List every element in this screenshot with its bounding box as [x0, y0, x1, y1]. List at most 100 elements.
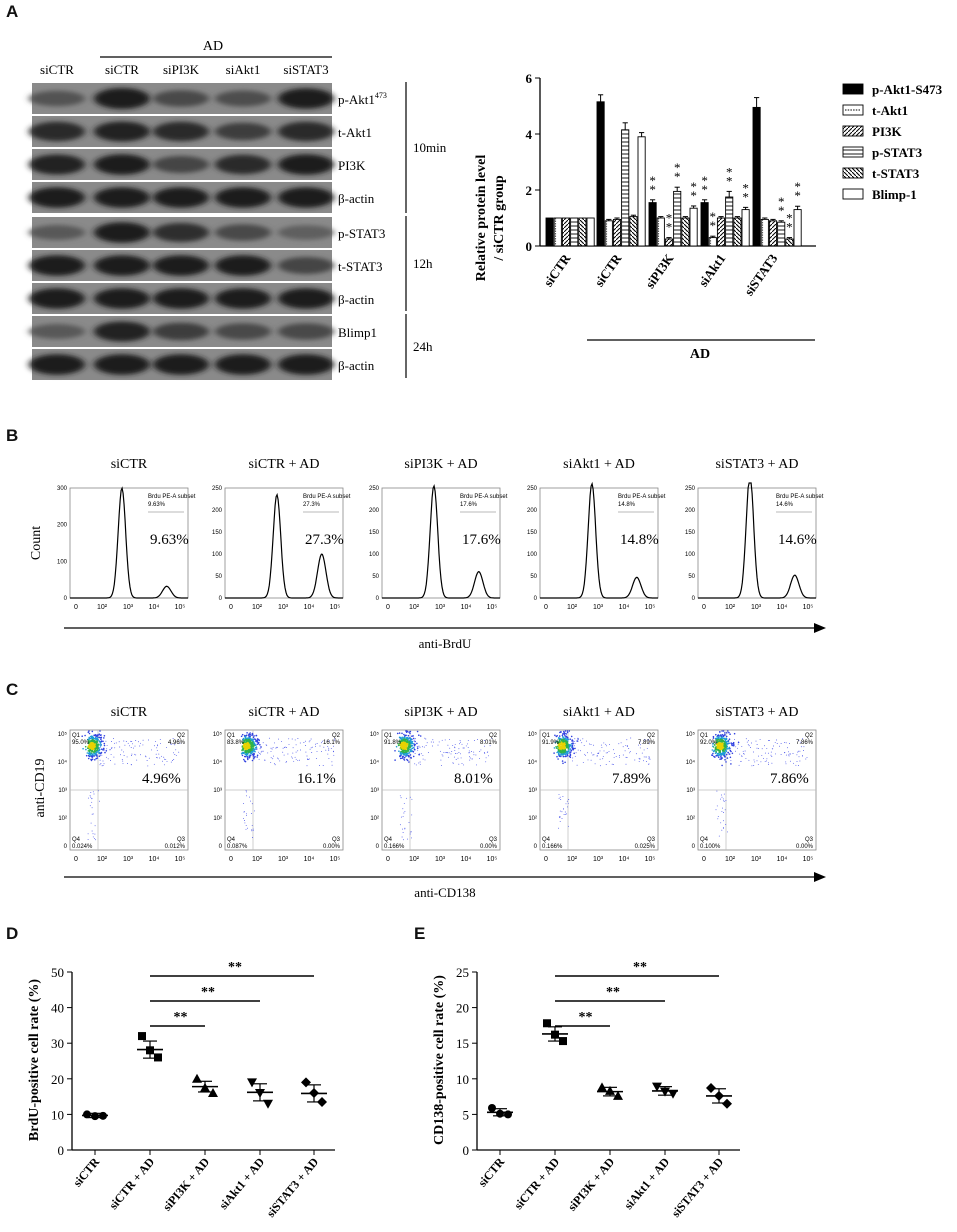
- brdu-arrow-head: [814, 623, 826, 633]
- bar-sig: *: [786, 220, 793, 235]
- cd138-panel: siPI3K + ADQ191.8%Q28.01%Q30.00%Q40.166%…: [370, 705, 501, 863]
- cd138-dot: [407, 739, 410, 741]
- cd138-dot: [468, 752, 470, 754]
- cd138-dot: [395, 745, 398, 748]
- cd138-dot: [626, 757, 628, 758]
- cd138-dot: [473, 751, 475, 753]
- cd138-dot: [111, 748, 113, 749]
- legend-swatch: [842, 125, 864, 137]
- quadrant-pct: 0.100%: [700, 844, 721, 850]
- brdu-x-tick: 10⁵: [175, 604, 186, 611]
- scatter-y-tick-label: 50: [51, 965, 64, 980]
- cd138-dot: [445, 752, 447, 754]
- cd138-y-tick: 10⁴: [686, 759, 696, 766]
- cd138-dot: [103, 763, 105, 765]
- cd138-dot: [404, 827, 406, 829]
- cd138-dot: [142, 739, 144, 741]
- panel-letter-c: C: [6, 680, 19, 699]
- lane-label: siCTR: [40, 62, 74, 77]
- cd138-dot: [399, 736, 402, 739]
- quadrant-name: Q1: [384, 733, 393, 739]
- cd138-dot: [319, 745, 321, 747]
- quadrant-pct: 0.00%: [796, 844, 814, 850]
- cd138-dot: [424, 737, 426, 739]
- cd138-dot: [106, 748, 108, 750]
- cd138-dot: [247, 742, 250, 745]
- cd138-dot: [460, 753, 461, 755]
- cd138-dot: [258, 751, 260, 753]
- cd138-dot: [409, 741, 412, 743]
- cd138-dot: [245, 828, 247, 830]
- cd138-dot: [401, 757, 403, 760]
- cd138-dot: [275, 747, 277, 749]
- cd138-dot: [630, 737, 632, 739]
- cd138-dot: [407, 734, 410, 737]
- cd138-dot: [86, 738, 89, 741]
- cd138-dot: [771, 762, 773, 764]
- brdu-histogram-curve: [225, 492, 343, 599]
- cd138-dot: [90, 796, 92, 798]
- cd138-dot: [726, 732, 728, 734]
- cd138-dot: [99, 764, 101, 766]
- bar-y-tick-label: 6: [526, 71, 533, 86]
- cd138-dot: [413, 739, 415, 741]
- cd138-dot: [91, 813, 93, 815]
- cd138-dot: [249, 740, 251, 743]
- bar-y-tick-label: 0: [526, 239, 533, 254]
- cd138-dot: [94, 825, 96, 827]
- cd138-dot: [789, 743, 791, 744]
- quadrant-pct: 83.8%: [227, 740, 245, 746]
- cd138-dot: [599, 765, 601, 767]
- bar-sig: *: [726, 173, 733, 188]
- cd138-dot: [249, 735, 251, 738]
- cd138-dot: [721, 742, 723, 745]
- cd138-dot: [563, 746, 565, 748]
- cd138-dot: [396, 732, 399, 735]
- cd138-dot: [730, 759, 732, 761]
- cd138-dot: [716, 790, 718, 792]
- cd138-dot: [241, 754, 244, 757]
- cd138-dot: [99, 800, 100, 802]
- e-ylabel: CD138-positive cell rate (%): [432, 975, 447, 1145]
- cd138-dot: [96, 757, 99, 759]
- cd138-dot: [569, 744, 572, 747]
- cd138-dot: [769, 740, 771, 742]
- cd138-dot: [124, 744, 126, 746]
- cd138-dot: [153, 763, 155, 765]
- cd138-dot: [447, 744, 449, 746]
- blot-band: [29, 324, 85, 339]
- cd138-dot: [419, 746, 421, 748]
- scatter-point: [301, 1077, 311, 1088]
- cd138-percent: 8.01%: [454, 771, 493, 787]
- cd138-dot: [165, 758, 167, 760]
- cd138-dot: [575, 752, 577, 754]
- cd138-dot: [463, 747, 465, 749]
- cd138-dot: [412, 751, 415, 753]
- cd138-dot: [284, 746, 286, 748]
- cd138-dot: [244, 822, 246, 824]
- cd138-dot: [561, 760, 564, 762]
- cd138-dot: [95, 743, 98, 745]
- cd138-dot: [725, 753, 728, 756]
- cd138-dot: [274, 742, 275, 744]
- cd138-dot: [768, 740, 770, 741]
- bar-sig: *: [710, 218, 717, 233]
- cd138-dot: [422, 754, 424, 756]
- cd138-dot: [756, 747, 758, 749]
- cd138-y-tick: 10⁵: [528, 731, 538, 738]
- cd138-dot: [249, 742, 251, 744]
- quadrant-pct: 95.0%: [72, 740, 90, 746]
- bar-sig: *: [666, 211, 673, 226]
- brdu-panel-title: siAkt1 + AD: [563, 457, 635, 472]
- cd138-dot: [414, 753, 416, 754]
- blot-band: [29, 154, 85, 175]
- cd138-dot: [171, 743, 173, 745]
- cd138-dot: [648, 743, 650, 745]
- scatter-category-label: siSTAT3 + AD: [264, 1155, 322, 1220]
- blot-band: [153, 121, 209, 142]
- cd138-dot: [798, 750, 800, 752]
- quadrant-pct: 7.86%: [796, 740, 814, 746]
- cd138-y-tick: 10³: [528, 788, 537, 794]
- brdu-plot-frame: [539, 487, 659, 599]
- brdu-x-tick: 10⁴: [149, 604, 160, 611]
